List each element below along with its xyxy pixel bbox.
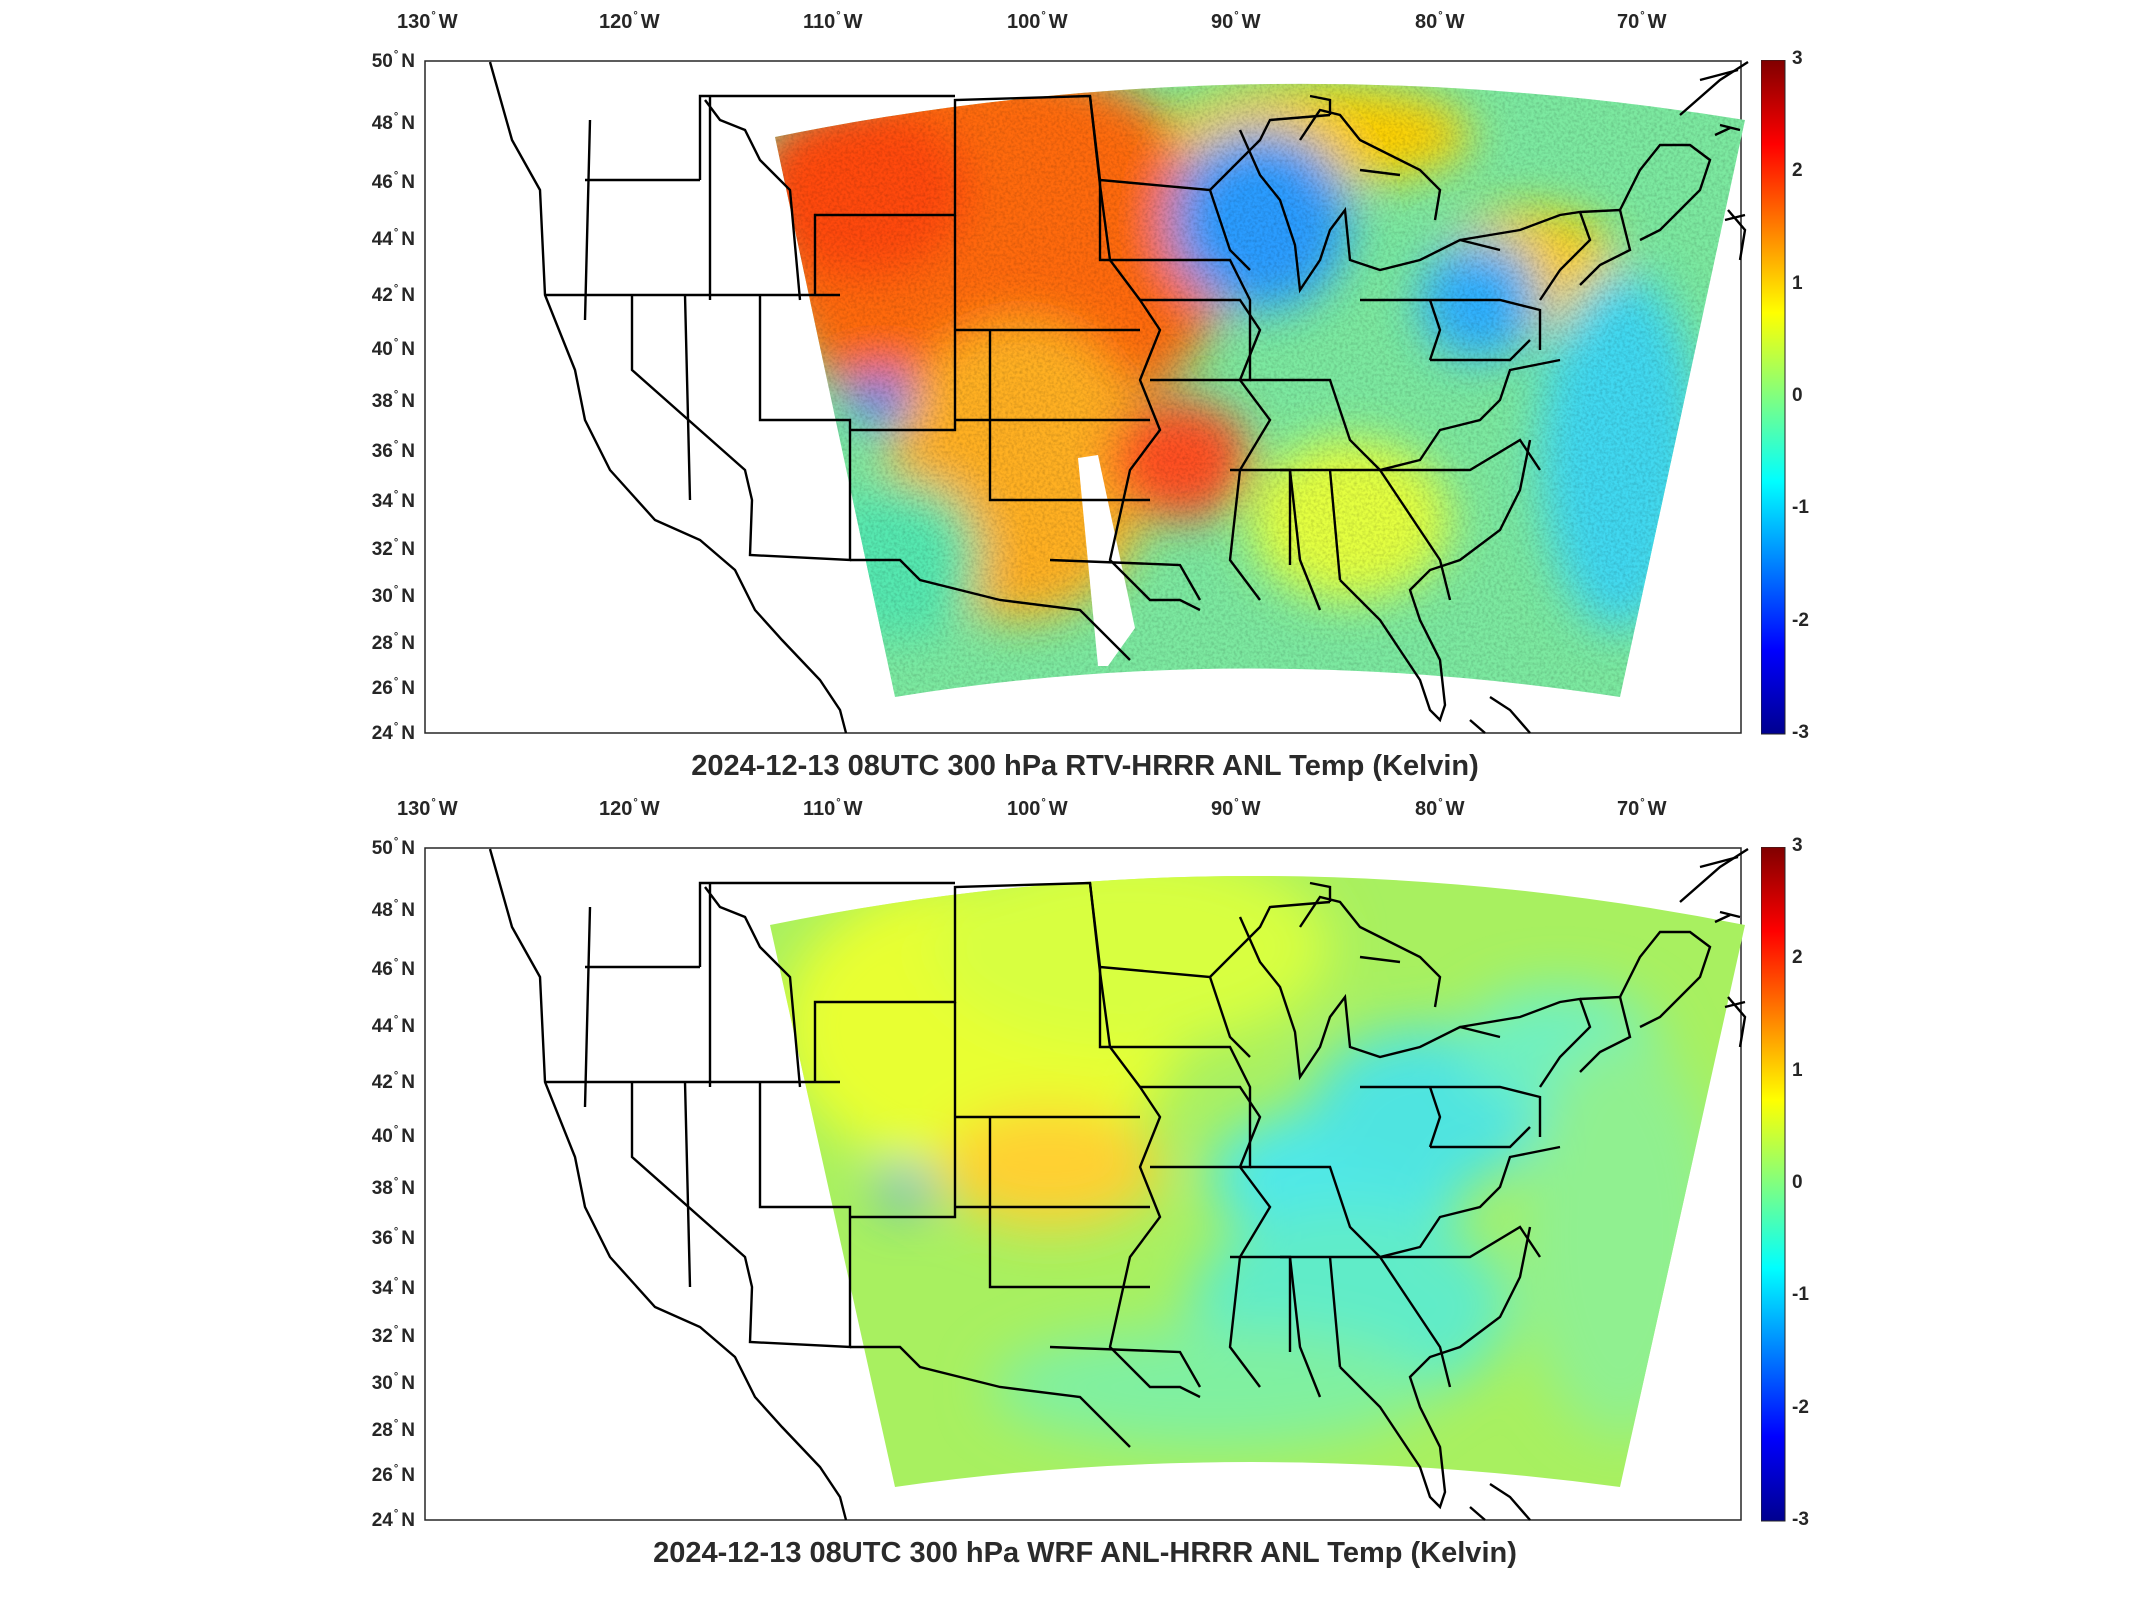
latitude-tick-label: 32° N	[371, 1324, 415, 1348]
longitude-tick-label: 80° W	[1415, 797, 1465, 820]
colorbar-tick-label: 2	[1792, 947, 1803, 969]
latitude-tick-label: 34° N	[371, 1275, 415, 1299]
panel-title: 2024-12-13 08UTC 300 hPa RTV-HRRR ANL Te…	[691, 750, 1479, 782]
latitude-tick-label: 26° N	[371, 676, 415, 700]
map-panel-wrf-hrrr: 3 2 1 0 -1 -2 -3 130° W 120° W 110° W 100° W 90° W 80° W 7…	[0, 787, 2133, 1587]
latitude-tick-label: 26° N	[371, 1463, 415, 1487]
state-boundaries	[488, 60, 1749, 734]
latitude-tick-label: 24° N	[371, 721, 415, 744]
latitude-tick-label: 38° N	[371, 1175, 415, 1199]
colorbar-tick-label: 1	[1792, 1059, 1803, 1081]
latitude-tick-label: 36° N	[371, 439, 415, 463]
colorbar-tick-label: -2	[1792, 609, 1809, 631]
longitude-tick-label: 80° W	[1415, 10, 1465, 33]
map-panel-rtv-hrrr: 3 2 1 0 -1 -2 -3 130° W 120° W 110° W 100° W 90° W 80° W 7…	[371, 10, 1809, 782]
colorbar-tick-label: -2	[1792, 1396, 1809, 1418]
latitude-tick-label: 34° N	[371, 488, 415, 512]
latitude-tick-label: 46° N	[371, 957, 415, 981]
longitude-tick-label: 90° W	[1211, 797, 1261, 820]
latitude-tick-label: 50° N	[371, 836, 415, 859]
colorbar-tick-label: 3	[1792, 48, 1803, 69]
longitude-tick-label: 120° W	[599, 10, 660, 33]
latitude-tick-label: 28° N	[371, 630, 415, 654]
map-figure	[424, 847, 1749, 1521]
longitude-tick-label: 110° W	[803, 10, 863, 33]
colorbar-tick-label: 2	[1792, 160, 1803, 182]
latitude-tick-label: 24° N	[371, 1508, 415, 1531]
colorbar-tick-label: 0	[1792, 1172, 1803, 1193]
latitude-tick-label: 38° N	[371, 388, 415, 412]
latitude-tick-label: 46° N	[371, 170, 415, 194]
colorbar-tick-label: -1	[1792, 1284, 1809, 1306]
latitude-tick-label: 28° N	[371, 1417, 415, 1441]
longitude-tick-label: 120° W	[599, 797, 660, 820]
latitude-tick-label: 30° N	[371, 1371, 415, 1395]
latitude-tick-label: 36° N	[371, 1226, 415, 1250]
state-boundaries	[488, 847, 1749, 1521]
latitude-tick-label: 42° N	[371, 282, 415, 306]
longitude-tick-label: 70° W	[1617, 797, 1667, 820]
latitude-tick-label: 48° N	[371, 110, 415, 134]
latitude-tick-label: 44° N	[371, 1014, 415, 1038]
longitude-tick-label: 110° W	[803, 797, 863, 820]
latitude-tick-label: 32° N	[371, 537, 415, 561]
colorbar-tick-label: -3	[1792, 1509, 1809, 1530]
latitude-tick-label: 40° N	[371, 1123, 415, 1147]
colorbar-tick-label: -1	[1792, 497, 1809, 519]
latitude-tick-label: 48° N	[371, 897, 415, 921]
longitude-tick-label: 100° W	[1007, 10, 1068, 33]
colorbar-tick-label: 0	[1792, 385, 1803, 406]
colorbar-tick-label: 1	[1792, 272, 1803, 294]
colorbar-tick-label: 3	[1792, 835, 1803, 856]
latitude-tick-label: 50° N	[371, 49, 415, 72]
longitude-tick-label: 130° W	[397, 10, 458, 33]
longitude-tick-label: 100° W	[1007, 797, 1068, 820]
latitude-tick-label: 42° N	[371, 1069, 415, 1093]
latitude-tick-label: 44° N	[371, 227, 415, 251]
colorbar	[1761, 60, 1786, 735]
longitude-tick-label: 70° W	[1617, 10, 1667, 33]
longitude-tick-label: 130° W	[397, 797, 458, 820]
panel-title: 2024-12-13 08UTC 300 hPa WRF ANL-HRRR AN…	[653, 1537, 1517, 1569]
colorbar	[1761, 847, 1786, 1522]
latitude-tick-label: 40° N	[371, 336, 415, 360]
longitude-tick-label: 90° W	[1211, 10, 1261, 33]
colorbar-tick-label: -3	[1792, 722, 1809, 743]
map-figure	[424, 60, 1749, 734]
latitude-tick-label: 30° N	[371, 584, 415, 608]
